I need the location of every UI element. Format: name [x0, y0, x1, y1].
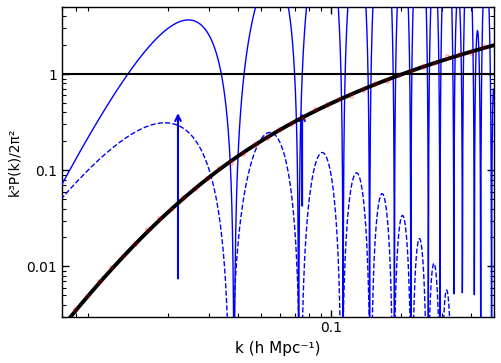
- Point: [336, 97, 344, 102]
- Point: [167, 207, 175, 212]
- Point: [359, 87, 367, 93]
- Point: [264, 135, 272, 141]
- Point: [84, 294, 92, 299]
- Point: [348, 93, 356, 99]
- Point: [276, 127, 284, 132]
- Point: [443, 54, 451, 60]
- Point: [108, 265, 116, 270]
- Point: [120, 254, 128, 260]
- Point: [203, 176, 211, 182]
- Point: [419, 64, 427, 70]
- Point: [455, 52, 463, 58]
- Point: [144, 227, 152, 233]
- Point: [312, 106, 320, 112]
- Point: [324, 102, 332, 108]
- Point: [227, 160, 235, 166]
- Point: [179, 195, 187, 201]
- Point: [252, 142, 260, 148]
- Point: [191, 186, 199, 192]
- Point: [300, 115, 308, 121]
- Point: [395, 72, 403, 78]
- Point: [96, 279, 104, 285]
- Point: [371, 81, 379, 87]
- X-axis label: k (h Mpc⁻¹): k (h Mpc⁻¹): [235, 341, 321, 356]
- Point: [479, 44, 487, 50]
- Point: [215, 166, 223, 172]
- Point: [288, 121, 296, 127]
- Point: [239, 151, 247, 157]
- Point: [407, 69, 415, 74]
- Point: [132, 241, 140, 247]
- Point: [72, 307, 80, 313]
- Point: [467, 50, 475, 56]
- Point: [156, 216, 164, 222]
- Point: [383, 78, 391, 84]
- Point: [431, 60, 439, 66]
- Y-axis label: k³P(k)/2π²: k³P(k)/2π²: [7, 128, 21, 196]
